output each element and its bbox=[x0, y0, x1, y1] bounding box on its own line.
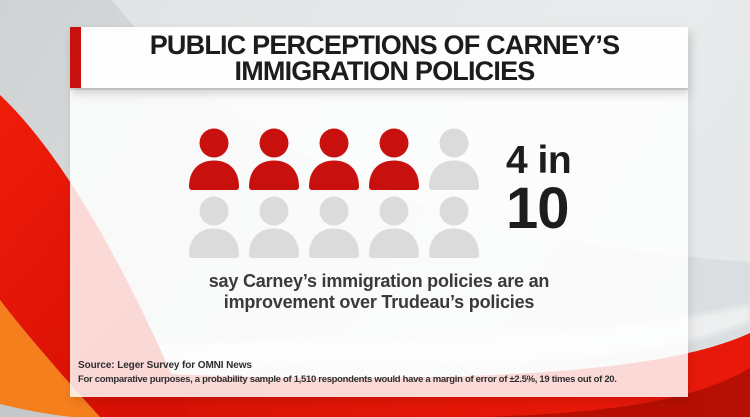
title-bar: PUBLIC PERCEPTIONS OF CARNEY’S IMMIGRATI… bbox=[70, 27, 688, 88]
source-note: Source: Leger Survey for OMNI News For c… bbox=[78, 358, 678, 387]
person-icon-highlighted bbox=[307, 128, 361, 190]
person-icon-muted bbox=[367, 196, 421, 258]
person-icon-highlighted bbox=[367, 128, 421, 190]
stat-line1: 4 in bbox=[506, 139, 572, 182]
source-line2: For comparative purposes, a probability … bbox=[78, 374, 617, 385]
person-icon-muted bbox=[427, 196, 481, 258]
person-icon-highlighted bbox=[247, 128, 301, 190]
stat-card: 4 in 10 say Carney’s immigration policie… bbox=[70, 88, 688, 397]
title-line2: IMMIGRATION POLICIES bbox=[234, 55, 536, 86]
caption-line1: say Carney’s immigration policies are an bbox=[208, 271, 550, 291]
left-orange-swoosh bbox=[0, 300, 100, 417]
page-title: PUBLIC PERCEPTIONS OF CARNEY’S IMMIGRATI… bbox=[81, 27, 688, 88]
caption: say Carney’s immigration policies are an… bbox=[70, 271, 688, 313]
source-line1: Source: Leger Survey for OMNI News bbox=[78, 360, 252, 371]
bottom-dark-red-arc bbox=[480, 368, 750, 417]
person-icon-muted bbox=[247, 196, 301, 258]
person-icon-muted bbox=[307, 196, 361, 258]
person-icon-muted bbox=[427, 128, 481, 190]
person-icon-muted bbox=[187, 196, 241, 258]
stat-value: 4 in 10 bbox=[506, 139, 572, 241]
stat-line2: 10 bbox=[506, 176, 570, 241]
person-icon-highlighted bbox=[187, 128, 241, 190]
title-line1: PUBLIC PERCEPTIONS OF CARNEY’S bbox=[149, 29, 620, 60]
title-accent-bar bbox=[70, 27, 81, 88]
corner-gray-wedge bbox=[0, 404, 72, 417]
pictograph bbox=[187, 128, 481, 258]
caption-line2: improvement over Trudeau’s policies bbox=[223, 292, 535, 312]
